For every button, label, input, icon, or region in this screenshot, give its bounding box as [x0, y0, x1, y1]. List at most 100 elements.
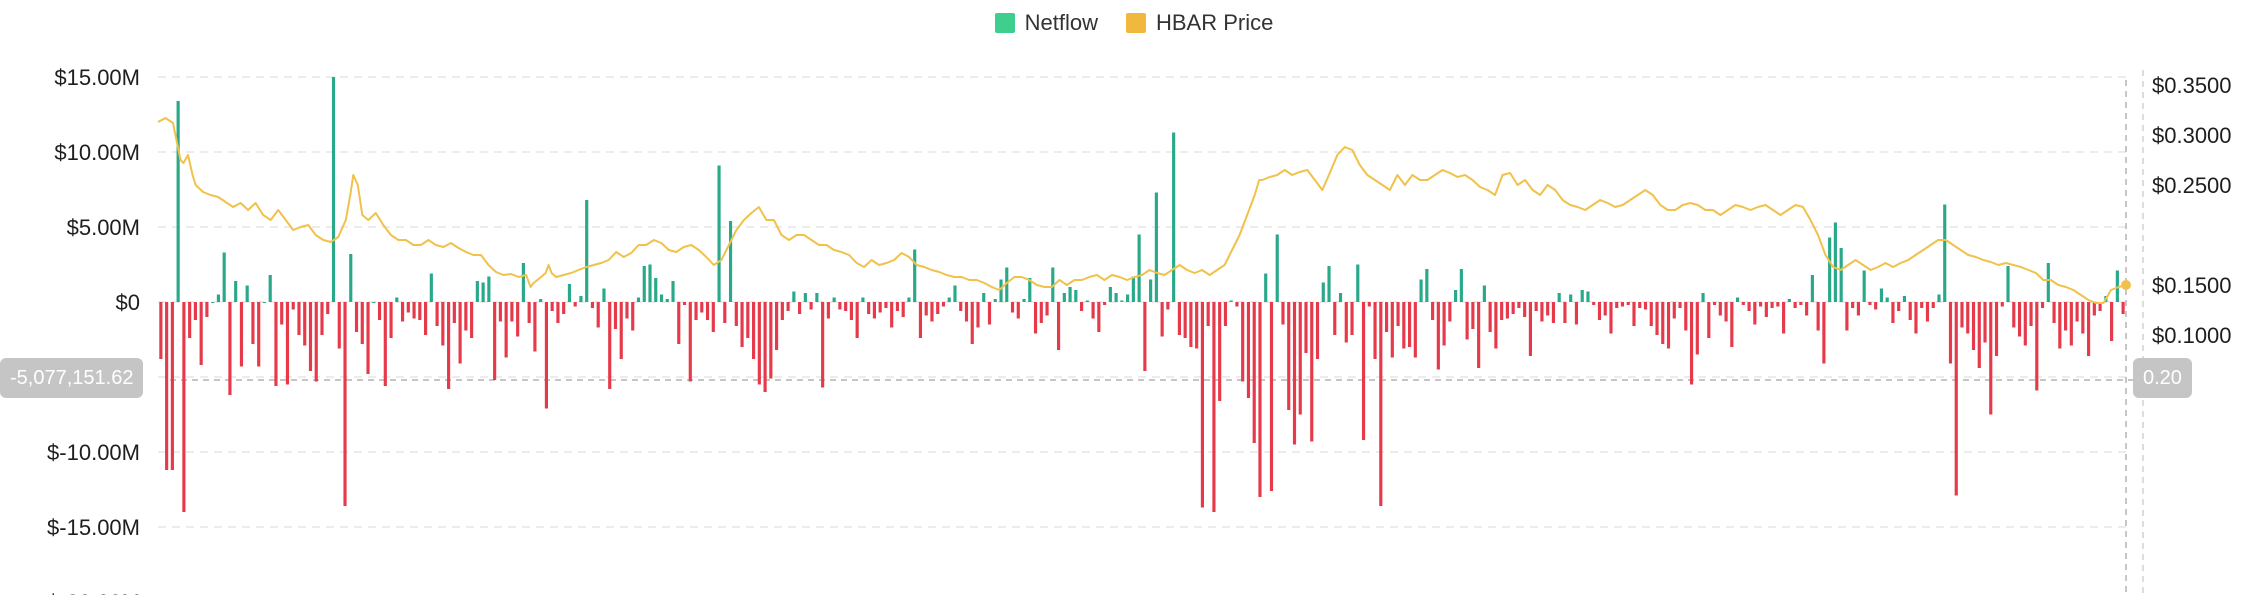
netflow-bar: [487, 276, 491, 302]
netflow-bar: [636, 297, 641, 302]
netflow-bar: [1390, 302, 1394, 358]
netflow-bar: [1672, 302, 1676, 319]
netflow-bar: [1517, 302, 1521, 308]
netflow-bar: [1707, 302, 1711, 338]
netflow-bar: [987, 302, 992, 325]
netflow-bar: [1045, 302, 1049, 316]
netflow-bar: [590, 302, 595, 308]
crosshair-left-value-badge: -5,077,151.62: [0, 358, 144, 398]
netflow-bar: [1327, 266, 1331, 302]
netflow-bar: [1500, 302, 1504, 320]
netflow-bar: [1436, 302, 1440, 370]
netflow-bar: [1828, 237, 1832, 302]
netflow-bar: [1759, 302, 1763, 307]
netflow-bar: [993, 299, 997, 302]
netflow-bar: [1241, 302, 1245, 382]
netflow-bar: [585, 200, 589, 302]
left-axis-tick-label: $10.00M: [54, 140, 140, 165]
netflow-bar: [918, 302, 923, 338]
netflow-bar: [970, 302, 974, 344]
netflow-bar: [648, 264, 652, 302]
netflow-bar: [1718, 302, 1722, 316]
right-axis-tick-label: $0.2500: [2152, 173, 2232, 198]
left-axis-tick-label: $-15.00M: [47, 515, 140, 540]
netflow-bar: [2081, 302, 2085, 334]
netflow-bar: [1361, 302, 1366, 440]
left-axis-tick-label: $-20.00M: [47, 590, 140, 595]
netflow-bar: [1200, 302, 1204, 508]
netflow-bar: [665, 299, 669, 302]
netflow-bar: [631, 302, 635, 331]
netflow-bar: [1770, 302, 1774, 308]
netflow-bar: [625, 302, 629, 319]
netflow-bar: [2046, 263, 2050, 302]
netflow-bar: [1805, 302, 1809, 316]
netflow-bar: [205, 302, 209, 317]
netflow-bar: [705, 302, 710, 320]
netflow-bar: [400, 302, 405, 322]
netflow-bar: [1799, 302, 1803, 305]
netflow-bar: [516, 302, 520, 337]
netflow-bar: [1396, 302, 1400, 326]
netflow-bar: [458, 302, 462, 364]
netflow-bar: [349, 254, 353, 302]
netflow-bar: [1195, 302, 1199, 349]
netflow-bar: [406, 302, 410, 313]
netflow-bar: [849, 302, 853, 320]
netflow-bar: [1523, 302, 1527, 317]
netflow-bar: [1235, 302, 1239, 307]
netflow-bar: [826, 302, 830, 319]
netflow-bar: [1689, 302, 1694, 385]
netflow-bar: [245, 285, 249, 302]
legend-item-netflow[interactable]: Netflow: [994, 10, 1098, 36]
netflow-bar: [1166, 302, 1170, 310]
netflow-bar: [1747, 302, 1751, 311]
netflow-bar: [268, 275, 272, 302]
netflow-bar: [1425, 269, 1429, 302]
netflow-bar: [1833, 222, 1837, 302]
netflow-bar: [1902, 296, 1907, 302]
netflow-bar: [429, 273, 433, 302]
netflow-bar: [1712, 302, 1717, 305]
netflow-bar: [1022, 299, 1026, 302]
netflow-bar: [798, 302, 802, 314]
netflow-bar: [1810, 275, 1814, 302]
netflow-bar: [1085, 300, 1089, 302]
netflow-bar: [1074, 290, 1078, 302]
netflow-bar: [331, 77, 336, 302]
netflow-bar: [2064, 302, 2068, 331]
legend-swatch-hbar-price: [1126, 13, 1146, 33]
netflow-bar: [1643, 302, 1648, 310]
netflow-bar: [2040, 302, 2045, 308]
netflow-bar: [2006, 266, 2010, 302]
netflow-bar: [2017, 302, 2022, 337]
netflow-bar: [688, 302, 692, 382]
netflow-bar: [964, 302, 969, 322]
netflow-bar: [193, 302, 197, 320]
netflow-bar: [1908, 302, 1912, 320]
hbar-price-end-point: [2121, 280, 2131, 290]
netflow-bar: [1183, 302, 1187, 338]
netflow-bar: [1534, 302, 1538, 311]
netflow-bar: [2110, 302, 2114, 341]
netflow-bar: [1408, 302, 1412, 347]
netflow-bar: [1971, 302, 1976, 350]
netflow-bar: [792, 291, 796, 302]
netflow-bar: [1246, 302, 1251, 398]
netflow-bar: [1126, 294, 1130, 302]
netflow-bar: [533, 302, 537, 352]
crosshair-right-value-badge: 0.20: [2133, 358, 2192, 398]
netflow-bar: [1638, 302, 1642, 308]
netflow-bar: [2115, 270, 2119, 302]
netflow-bar: [1580, 290, 1584, 302]
legend-item-hbar-price[interactable]: HBAR Price: [1126, 10, 1273, 36]
netflow-bar: [1874, 302, 1878, 310]
netflow-bar: [1177, 302, 1181, 335]
netflow-bar: [1724, 302, 1728, 322]
netflow-bar: [188, 302, 192, 338]
netflow-bar: [1937, 294, 1941, 302]
netflow-bar: [1459, 269, 1463, 302]
netflow-bar: [1551, 302, 1556, 323]
netflow-bar: [711, 302, 715, 332]
netflow-bar: [682, 302, 687, 305]
